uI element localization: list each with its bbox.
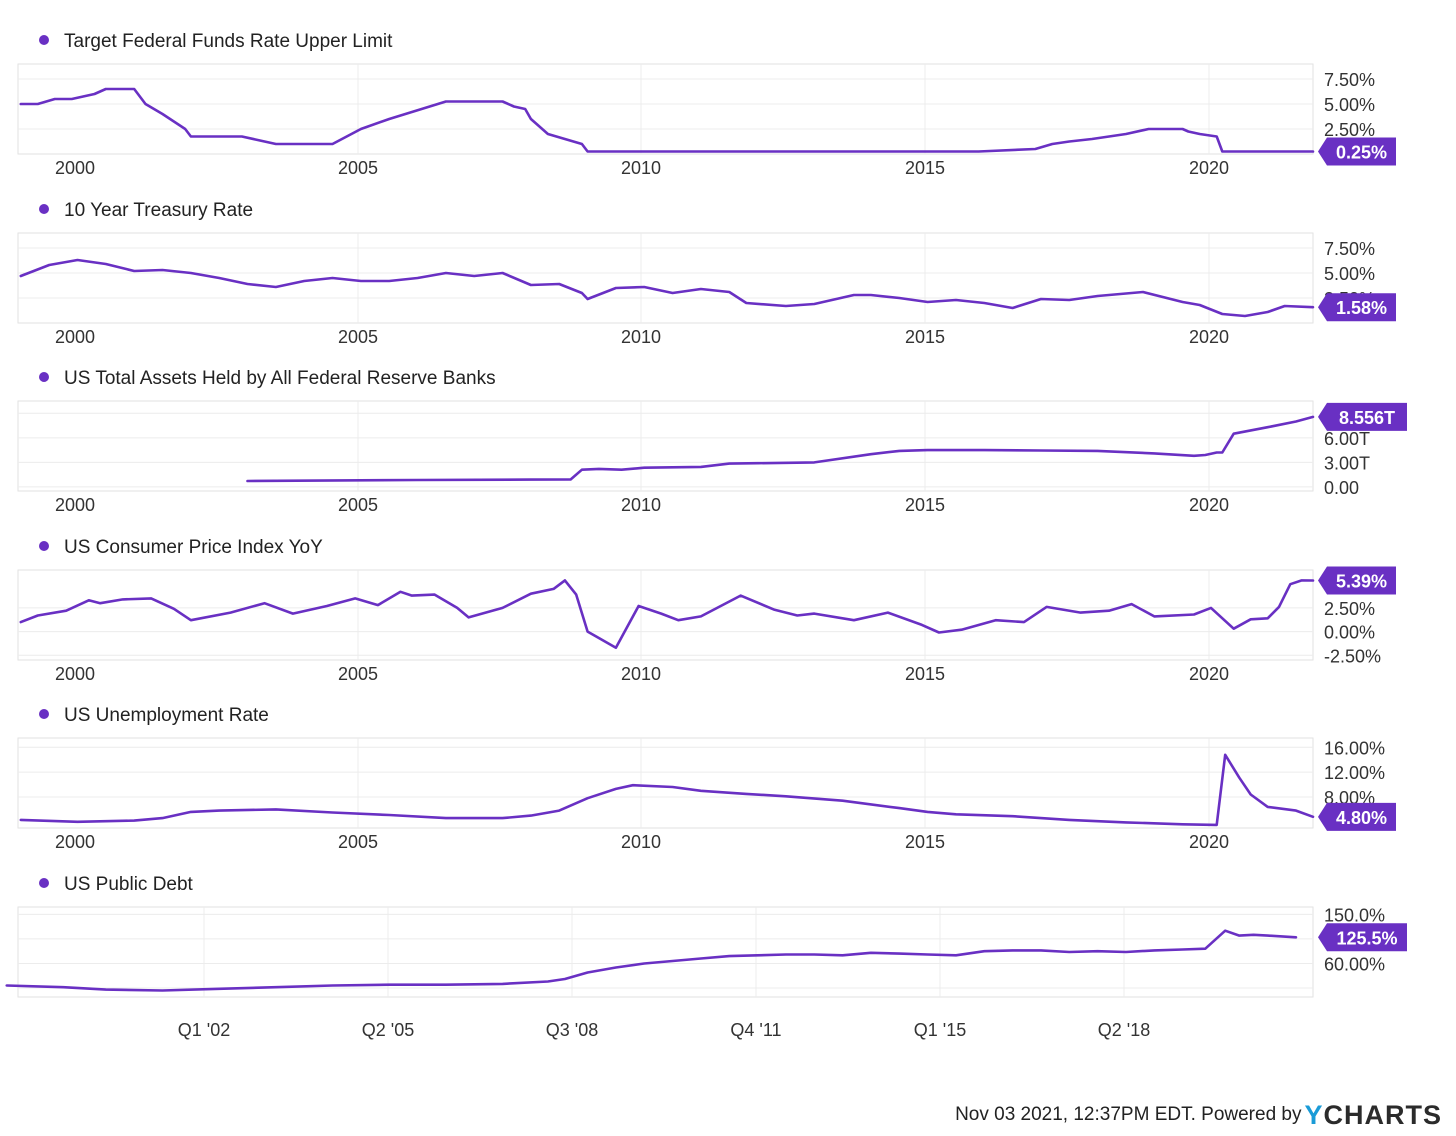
last-value-label: 1.58% (1336, 298, 1387, 318)
x-tick-label: 2015 (905, 495, 945, 515)
x-tick-label: 2010 (621, 327, 661, 347)
x-tick-label: Q1 '02 (178, 1020, 230, 1040)
x-tick-label: 2000 (55, 495, 95, 515)
last-value-badge (1318, 923, 1407, 952)
x-tick-label: 2000 (55, 158, 95, 178)
x-tick-label: 2005 (338, 158, 378, 178)
x-tick-label: Q2 '18 (1098, 1020, 1150, 1040)
last-value-badge (1318, 566, 1396, 595)
x-tick-label: 2015 (905, 158, 945, 178)
plot-frame (17, 737, 1314, 829)
x-tick-label: 2010 (621, 495, 661, 515)
y-tick-label: 2.50% (1324, 120, 1375, 140)
y-tick-label: 5.00% (1324, 95, 1375, 115)
series-line (19, 579, 1315, 650)
y-tick-label: 150.0% (1324, 905, 1385, 925)
plot-frame (17, 232, 1314, 324)
x-tick-label: 2005 (338, 664, 378, 684)
legend-dot (39, 204, 49, 214)
x-tick-label: 2015 (905, 832, 945, 852)
x-tick-label: Q2 '05 (362, 1020, 414, 1040)
y-tick-label: 0.00 (1324, 478, 1359, 498)
series-line (246, 415, 1315, 483)
ycharts-logo[interactable]: YCHARTS (1304, 1100, 1442, 1131)
last-value-label: 5.39% (1336, 572, 1387, 592)
x-tick-label: 2020 (1189, 832, 1229, 852)
x-tick-label: 2015 (905, 664, 945, 684)
footer: Nov 03 2021, 12:37PM EDT. Powered by YCH… (0, 1100, 1442, 1130)
x-tick-label: 2020 (1189, 664, 1229, 684)
plot-frame (17, 569, 1314, 661)
x-tick-label: 2020 (1189, 495, 1229, 515)
legend-dot (39, 372, 49, 382)
x-tick-label: 2005 (338, 832, 378, 852)
chart-title: Target Federal Funds Rate Upper Limit (64, 31, 393, 52)
last-value-label: 0.25% (1336, 143, 1387, 163)
chart-title: US Public Debt (64, 874, 194, 895)
y-tick-label: 2.50% (1324, 599, 1375, 619)
x-tick-label: 2010 (621, 664, 661, 684)
chart-title: US Consumer Price Index YoY (64, 537, 323, 558)
chart-title: 10 Year Treasury Rate (64, 200, 253, 221)
plot-frame (17, 63, 1314, 155)
x-tick-label: 2000 (55, 327, 95, 347)
plot-frame (17, 906, 1314, 998)
legend-dot (39, 878, 49, 888)
series-line (19, 753, 1315, 827)
y-tick-label: 16.00% (1324, 738, 1385, 758)
x-tick-label: 2000 (55, 832, 95, 852)
last-value-badge (1318, 137, 1396, 166)
chart-title: US Total Assets Held by All Federal Rese… (64, 368, 496, 389)
footer-timestamp: Nov 03 2021, 12:37PM EDT. Powered by (955, 1104, 1302, 1125)
y-tick-label: 3.00T (1324, 453, 1370, 473)
x-tick-label: Q1 '15 (914, 1020, 966, 1040)
legend-dot (39, 541, 49, 551)
x-tick-label: 2010 (621, 832, 661, 852)
last-value-badge (1318, 402, 1407, 431)
x-tick-label: 2020 (1189, 327, 1229, 347)
last-value-label: 8.556T (1339, 408, 1395, 428)
last-value-label: 4.80% (1336, 808, 1387, 828)
series-line (5, 929, 1298, 992)
last-value-badge (1318, 802, 1396, 831)
ycharts-logo-rest: CHARTS (1323, 1099, 1442, 1130)
plot-frame (17, 400, 1314, 492)
y-tick-label: 12.00% (1324, 763, 1385, 783)
x-tick-label: Q4 '11 (730, 1020, 781, 1040)
y-tick-label: 5.00% (1324, 264, 1375, 284)
legend-dot (39, 709, 49, 719)
x-tick-label: 2015 (905, 327, 945, 347)
y-tick-label: 0.00% (1324, 623, 1375, 643)
legend-dot (39, 35, 49, 45)
ycharts-logo-y: Y (1304, 1099, 1324, 1130)
last-value-badge (1318, 293, 1396, 322)
chart-title: US Unemployment Rate (64, 705, 269, 726)
x-tick-label: Q3 '08 (546, 1020, 598, 1040)
y-tick-label: 6.00T (1324, 429, 1370, 449)
y-tick-label: 7.50% (1324, 70, 1375, 90)
x-tick-label: 2020 (1189, 158, 1229, 178)
y-tick-label: 60.00% (1324, 954, 1385, 974)
x-tick-label: 2005 (338, 495, 378, 515)
x-tick-label: 2010 (621, 158, 661, 178)
series-line (19, 258, 1315, 318)
y-tick-label: 7.50% (1324, 239, 1375, 259)
x-tick-label: 2000 (55, 664, 95, 684)
y-tick-label: -2.50% (1324, 646, 1381, 666)
last-value-label: 125.5% (1336, 928, 1397, 948)
x-tick-label: 2005 (338, 327, 378, 347)
series-line (19, 87, 1315, 153)
